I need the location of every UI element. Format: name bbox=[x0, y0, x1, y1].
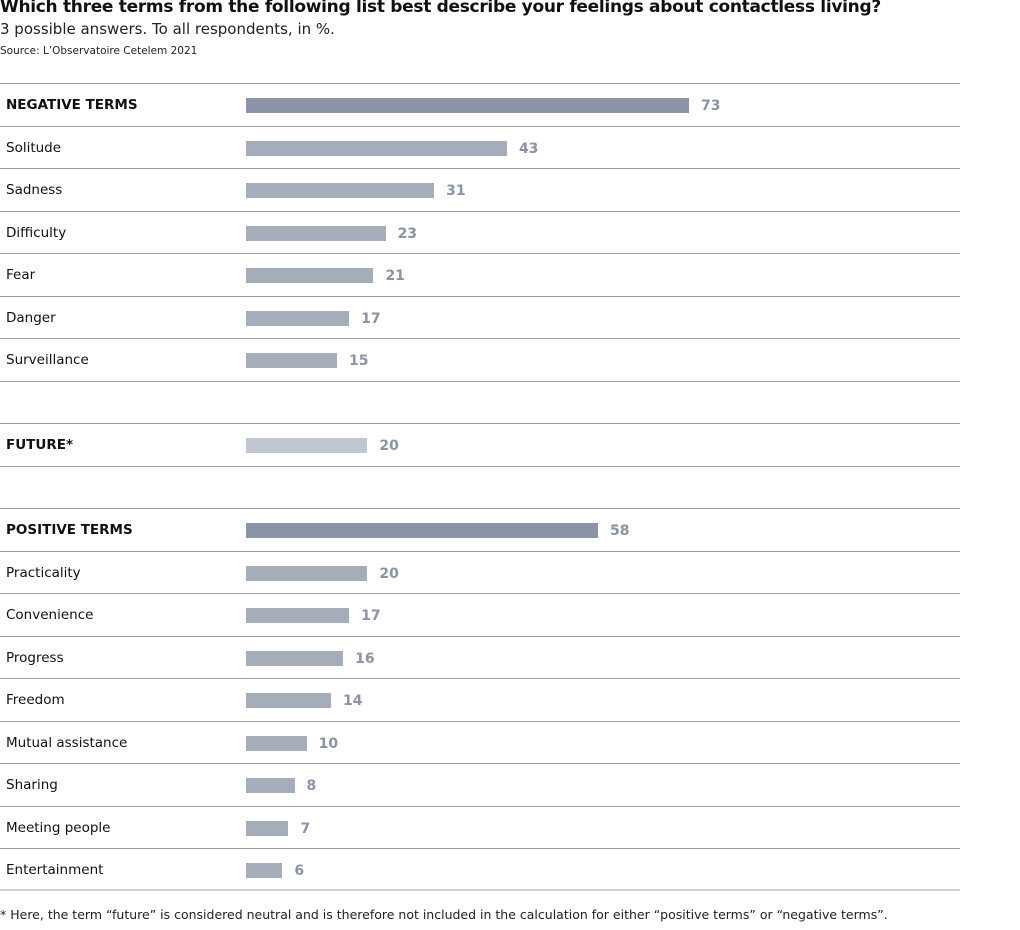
bar bbox=[246, 735, 307, 751]
chart-row: FUTURE* 20 bbox=[0, 423, 960, 466]
chart-row: Surveillance 15 bbox=[0, 338, 960, 381]
footnote: * Here, the term “future” is considered … bbox=[0, 907, 888, 922]
value-label: 6 bbox=[294, 863, 305, 879]
value-label: 7 bbox=[300, 820, 311, 837]
row-label: Solitude bbox=[6, 139, 62, 156]
row-label: Progress bbox=[6, 649, 64, 666]
chart-title: Which three terms from the following lis… bbox=[0, 0, 881, 17]
chart-row: POSITIVE TERMS 58 bbox=[0, 508, 960, 551]
row-label: Convenience bbox=[6, 607, 94, 623]
value-label: 14 bbox=[342, 693, 363, 709]
value-label: 23 bbox=[397, 225, 418, 242]
value-label: 20 bbox=[379, 565, 399, 582]
value-label: 15 bbox=[349, 353, 369, 369]
value-label: 10 bbox=[318, 735, 339, 752]
bar bbox=[246, 650, 344, 666]
row-label: Practicality bbox=[6, 564, 81, 581]
chart-row: Mutual assistance 10 bbox=[0, 720, 960, 764]
bar bbox=[246, 778, 295, 793]
chart-subtitle: 3 possible answers. To all respondents, … bbox=[0, 20, 335, 38]
bar bbox=[246, 863, 283, 878]
value-label: 20 bbox=[379, 438, 399, 454]
value-label: 73 bbox=[701, 98, 721, 114]
row-label: Danger bbox=[6, 309, 56, 326]
chart-row: Practicality 20 bbox=[0, 550, 960, 594]
chart-row: Difficulty 23 bbox=[0, 210, 960, 254]
bar bbox=[246, 140, 507, 156]
spacer-row bbox=[0, 465, 960, 509]
chart-row: Sadness 31 bbox=[0, 168, 960, 211]
chart-row: Meeting people 7 bbox=[0, 805, 960, 849]
bar bbox=[246, 565, 368, 581]
bar bbox=[246, 523, 598, 538]
bar bbox=[246, 438, 368, 453]
chart-row: Sharing 8 bbox=[0, 763, 960, 806]
chart-row: Progress 16 bbox=[0, 635, 960, 679]
row-label: Meeting people bbox=[6, 819, 111, 836]
chart-source: Source: L’Observatoire Cetelem 2021 bbox=[0, 45, 198, 57]
row-label: POSITIVE TERMS bbox=[6, 522, 133, 538]
row-label: NEGATIVE TERMS bbox=[6, 97, 138, 113]
row-label: FUTURE* bbox=[6, 437, 74, 453]
chart-row: Entertainment 6 bbox=[0, 848, 960, 891]
value-label: 58 bbox=[609, 523, 630, 539]
bar bbox=[246, 693, 331, 708]
chart-row: Freedom 14 bbox=[0, 678, 960, 721]
bar bbox=[246, 820, 289, 836]
row-label: Freedom bbox=[6, 692, 65, 708]
value-label: 21 bbox=[385, 268, 405, 284]
value-label: 31 bbox=[446, 183, 466, 199]
chart-row: Convenience 17 bbox=[0, 593, 960, 636]
bar bbox=[246, 225, 386, 241]
bar bbox=[246, 608, 350, 623]
value-label: 17 bbox=[361, 608, 381, 624]
value-label: 16 bbox=[355, 650, 375, 667]
bar-chart: NEGATIVE TERMS 73 Solitude 43 Sadness 31 Diffi… bbox=[0, 83, 960, 891]
bar bbox=[246, 310, 350, 326]
row-label: Sharing bbox=[6, 777, 58, 793]
row-label: Mutual assistance bbox=[6, 734, 128, 751]
row-label: Surveillance bbox=[6, 352, 89, 368]
chart-row: Danger 17 bbox=[0, 295, 960, 339]
row-label: Entertainment bbox=[6, 862, 104, 878]
bar bbox=[246, 353, 338, 368]
chart-row: Fear 21 bbox=[0, 253, 960, 296]
value-label: 8 bbox=[306, 778, 317, 794]
spacer-row bbox=[0, 380, 960, 424]
chart-row: Solitude 43 bbox=[0, 125, 960, 169]
row-label: Fear bbox=[6, 267, 36, 283]
bar bbox=[246, 98, 689, 113]
bar bbox=[246, 268, 374, 283]
chart-row: NEGATIVE TERMS 73 bbox=[0, 83, 960, 126]
row-label: Difficulty bbox=[6, 224, 67, 241]
row-label: Sadness bbox=[6, 182, 63, 198]
value-label: 43 bbox=[518, 140, 539, 157]
bar bbox=[246, 183, 435, 198]
value-label: 17 bbox=[361, 310, 381, 327]
